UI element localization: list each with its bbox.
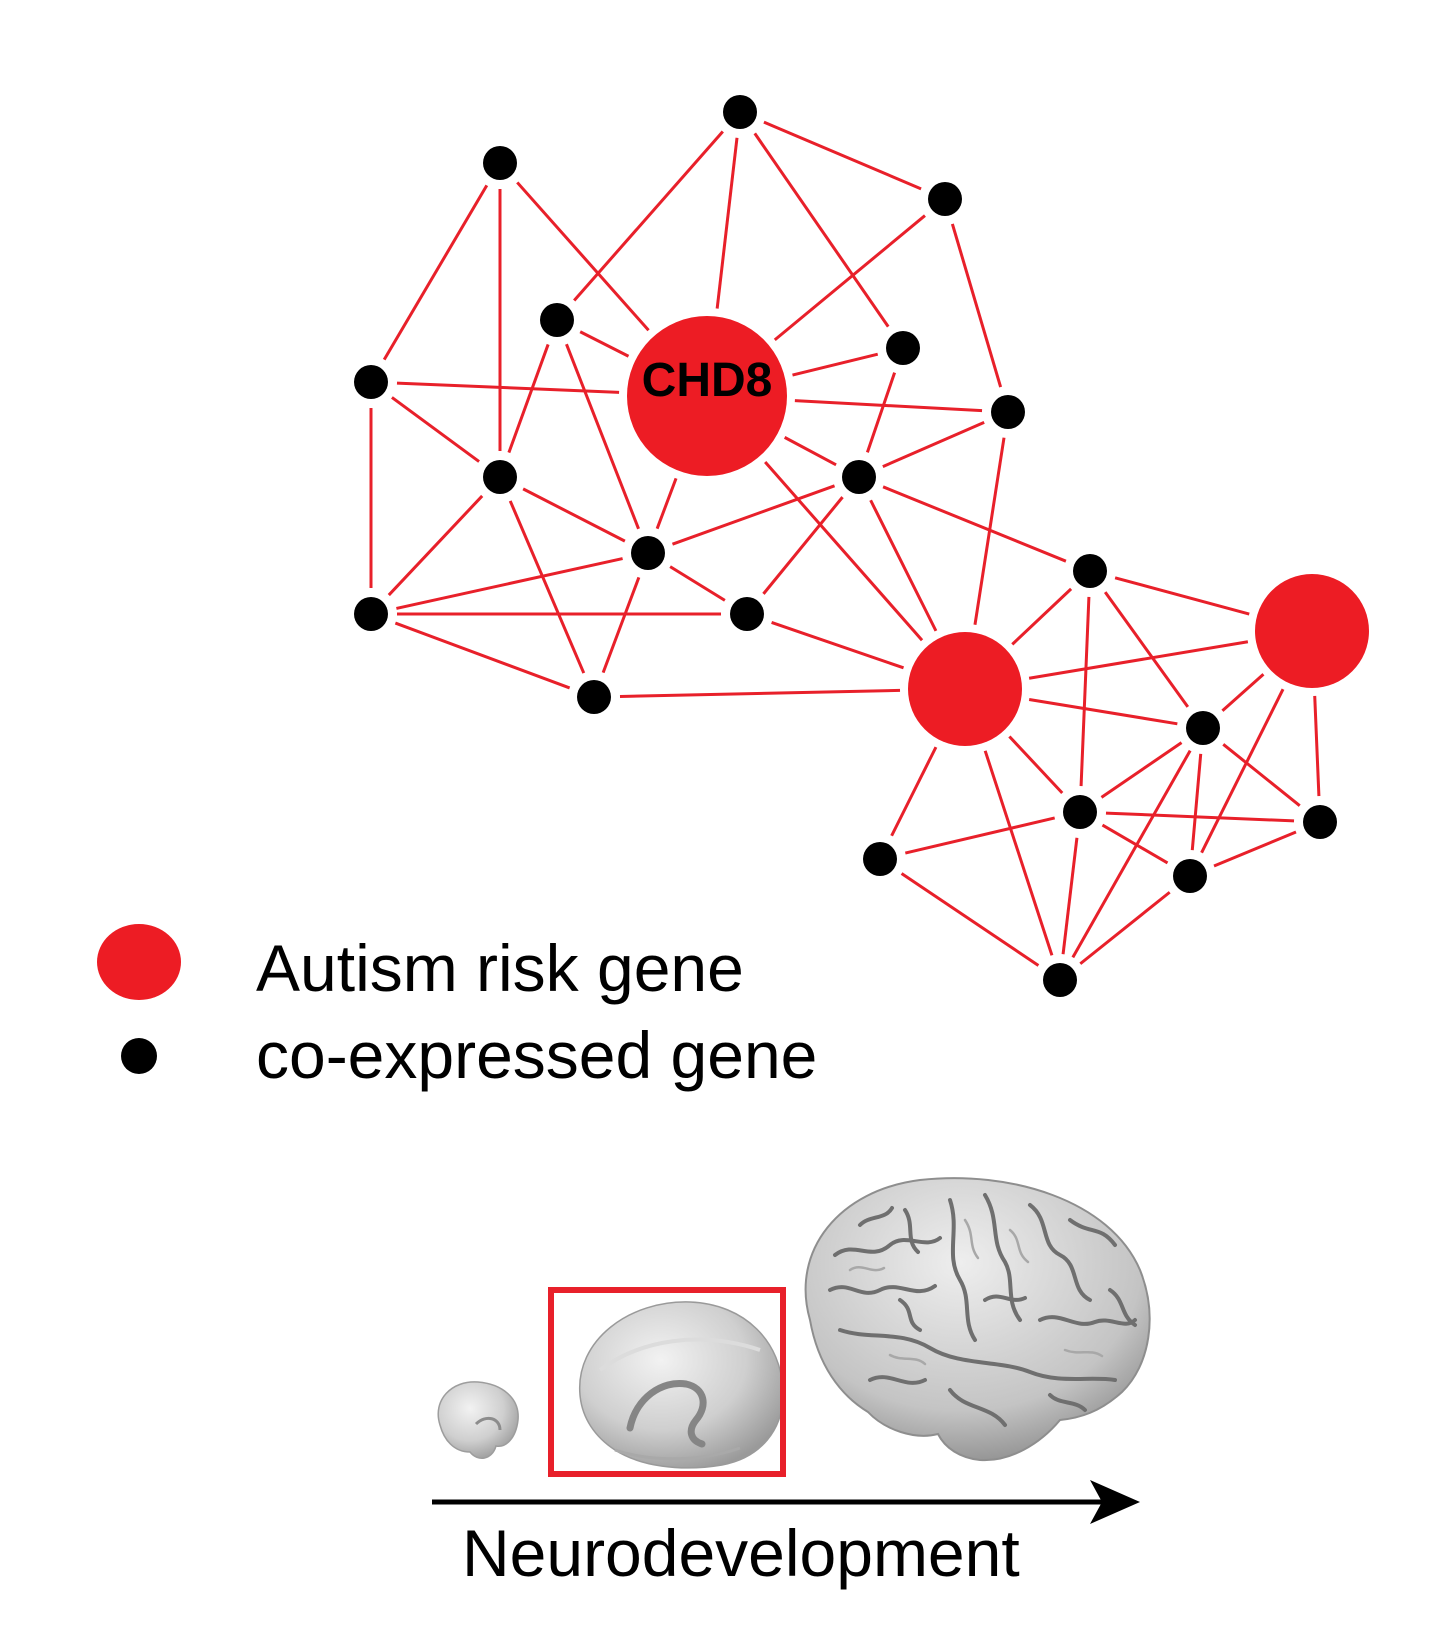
network-edge	[573, 130, 724, 302]
network-edge	[1313, 695, 1321, 797]
network-edge	[715, 137, 739, 309]
network-edge	[391, 396, 480, 463]
network-edge	[671, 484, 836, 546]
timeline-axis-label: Neurodevelopment	[462, 1516, 1020, 1590]
coexpressed-gene-node	[723, 95, 757, 129]
network-edge	[1079, 596, 1091, 787]
coexpressed-gene-node	[1186, 711, 1220, 745]
network-edge	[1222, 743, 1301, 807]
network-edge	[762, 496, 844, 595]
network-edge	[771, 621, 905, 670]
network-edge	[1011, 587, 1073, 646]
network-edge	[1213, 830, 1297, 868]
neurodevelopment-arrow	[432, 1480, 1140, 1524]
network-edge	[387, 494, 484, 597]
network-edge	[1100, 741, 1183, 799]
network-edge	[900, 872, 1040, 967]
coexpressed-gene-node	[354, 365, 388, 399]
network-edge	[1101, 823, 1169, 865]
network-edge	[565, 343, 640, 530]
coexpressed-gene-node	[1063, 795, 1097, 829]
coexpressed-gene-node	[842, 460, 876, 494]
network-edge	[1190, 753, 1203, 851]
early-brain-illustration	[437, 1381, 519, 1459]
network-edge	[983, 750, 1054, 956]
network-edge	[1028, 698, 1178, 726]
network-edge	[507, 343, 550, 454]
coexpressed-gene-node	[886, 331, 920, 365]
network-edge	[382, 184, 489, 361]
coexpressed-gene-node	[540, 303, 574, 337]
coexpressed-gene-node	[863, 842, 897, 876]
network-edge	[865, 372, 897, 453]
coexpressed-gene-node	[631, 536, 665, 570]
network-edge	[669, 565, 726, 602]
coexpressed-gene-node	[1043, 963, 1077, 997]
network-edge	[1105, 811, 1295, 823]
network-edge	[619, 688, 901, 698]
coexpressed-gene-node	[1073, 554, 1107, 588]
coexpressed-gene-node	[1303, 805, 1337, 839]
network-nodes	[354, 95, 1369, 997]
network-edge	[508, 500, 586, 674]
mid-fetal-brain-illustration	[579, 1301, 784, 1469]
network-edge	[1103, 591, 1190, 708]
legend-coexpressed-gene-label: co-expressed gene	[256, 1018, 818, 1092]
legend-coexpressed-gene-marker	[121, 1038, 157, 1074]
network-edge	[394, 621, 571, 690]
hub-gene-label: CHD8	[642, 354, 773, 407]
coexpressed-gene-node	[577, 680, 611, 714]
coexpressed-gene-node	[991, 395, 1025, 429]
network-edge	[950, 223, 1003, 388]
coexpressed-gene-node	[730, 597, 764, 631]
network-edges	[369, 120, 1321, 967]
network-edge	[904, 816, 1056, 855]
network-edge	[783, 436, 837, 467]
network-edge	[792, 352, 879, 377]
legend-risk-gene-label: Autism risk gene	[256, 931, 744, 1005]
legend-risk-gene-marker	[97, 924, 181, 1000]
network-edge	[522, 487, 626, 543]
network-edge	[1200, 688, 1285, 854]
network-edge	[869, 499, 938, 632]
network-edge	[882, 485, 1067, 563]
network-edge	[1061, 837, 1079, 955]
network-edge	[1221, 673, 1265, 712]
network-edge	[1114, 576, 1250, 616]
network-edge	[396, 557, 623, 610]
network-edge	[601, 576, 641, 674]
risk-gene-node	[1255, 574, 1369, 688]
coexpressed-gene-node	[1173, 859, 1207, 893]
network-edge	[1071, 749, 1192, 959]
network-edge	[773, 214, 926, 342]
network-edge	[1079, 891, 1171, 965]
network-edge	[794, 399, 983, 413]
network-edge	[764, 461, 924, 642]
coexpressed-gene-node	[928, 182, 962, 216]
network-edge	[579, 330, 630, 358]
network-edge	[516, 181, 650, 332]
adult-brain-illustration	[804, 1177, 1151, 1462]
highlight-box	[548, 1287, 786, 1477]
hub-risk-gene-node	[627, 316, 787, 476]
coexpressed-gene-node	[483, 146, 517, 180]
coexpressed-gene-node	[354, 597, 388, 631]
network-edge	[882, 421, 985, 468]
network-edge	[396, 381, 620, 394]
network-edge	[890, 746, 938, 837]
network-edge	[763, 120, 922, 191]
risk-gene-node	[908, 632, 1022, 746]
coexpressed-gene-node	[483, 460, 517, 494]
network-edge	[753, 132, 890, 328]
network-edge	[1028, 640, 1249, 680]
network-edge	[655, 477, 678, 530]
network-edge	[1008, 735, 1064, 795]
